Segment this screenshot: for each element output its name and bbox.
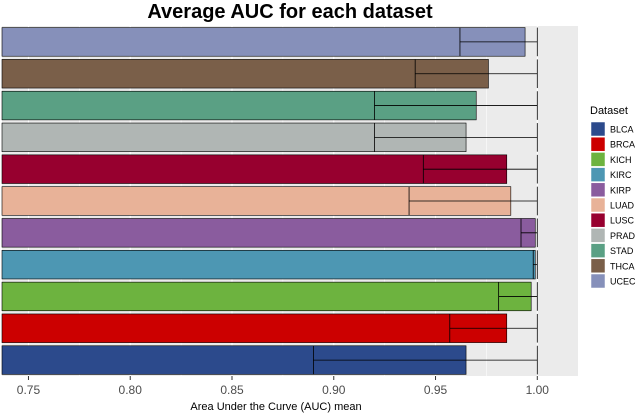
legend-key-lusc — [590, 212, 606, 228]
legend-label-blca: BLCA — [610, 125, 634, 135]
legend: Dataset BLCA BRCA KICH KIRC KIRP LUAD LUSC PRAD… — [590, 105, 636, 289]
bar-ucec — [1, 27, 526, 57]
legend-key-luad — [590, 197, 606, 213]
legend-key-brca — [590, 136, 606, 152]
legend-label-luad: LUAD — [610, 201, 635, 211]
bar-kich — [1, 281, 532, 312]
legend-label-brca: BRCA — [610, 140, 635, 150]
legend-key-kirc — [590, 167, 606, 182]
bar-thca — [1, 59, 489, 89]
legend-label-prad: PRAD — [610, 231, 636, 241]
error-bars — [313, 27, 538, 375]
bar-lusc — [1, 154, 508, 184]
legend-label-kirp: KIRP — [610, 185, 631, 195]
legend-key-kich — [590, 152, 606, 167]
legend-key-thca — [590, 258, 606, 274]
x-tick-label: 0.85 — [220, 383, 244, 397]
legend-key-prad — [590, 228, 606, 243]
legend-key-kirp — [590, 182, 606, 198]
x-tick-label: 0.80 — [119, 383, 143, 397]
legend-key-ucec — [590, 273, 606, 289]
bar-kirc — [1, 250, 536, 280]
legend-key-blca — [590, 121, 606, 137]
x-axis: 0.75 0.80 0.85 0.90 0.95 1.00 — [17, 376, 550, 397]
x-tick-label: 0.90 — [322, 383, 346, 397]
chart-title: Average AUC for each dataset — [147, 1, 433, 23]
legend-label-kirc: KIRC — [610, 170, 632, 180]
x-tick-label: 0.95 — [424, 383, 448, 397]
bar-brca — [1, 313, 508, 343]
legend-title: Dataset — [590, 105, 628, 117]
legend-key-stad — [590, 243, 606, 258]
legend-label-lusc: LUSC — [610, 216, 635, 226]
legend-label-kich: KICH — [610, 155, 632, 165]
bar-kirp — [1, 218, 536, 248]
x-tick-label: 1.00 — [526, 383, 550, 397]
legend-label-ucec: UCEC — [610, 277, 636, 287]
legend-label-thca: THCA — [610, 261, 635, 271]
x-tick-label: 0.75 — [17, 383, 41, 397]
x-axis-label: Area Under the Curve (AUC) mean — [190, 401, 361, 413]
legend-label-stad: STAD — [610, 246, 634, 256]
